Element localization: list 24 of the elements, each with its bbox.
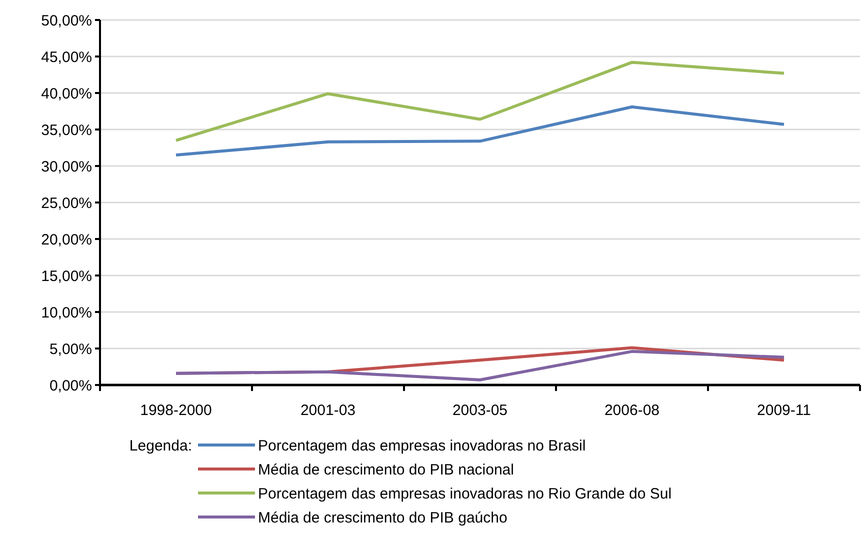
- x-tick-label: 1998-2000: [140, 402, 212, 419]
- x-tick-label: 2006-08: [604, 402, 660, 419]
- y-tick-label: 35,00%: [41, 122, 92, 139]
- line-series: [174, 350, 786, 382]
- y-tick-label: 50,00%: [41, 12, 92, 30]
- x-tick-label: 2003-05: [452, 402, 508, 419]
- legend-label: Média de crescimento do PIB nacional: [258, 461, 514, 478]
- legend-label: Porcentagem das empresas inovadoras no Rio Grande do Sul: [258, 485, 672, 502]
- legend-label: Média de crescimento do PIB gaúcho: [258, 509, 508, 526]
- y-tick-label: 10,00%: [41, 304, 92, 322]
- y-tick-label: 25,00%: [41, 194, 92, 212]
- y-tick-label: 0,00%: [49, 377, 92, 394]
- y-tick-label: 15,00%: [41, 268, 92, 285]
- y-tick-label: 45,00%: [41, 48, 92, 66]
- y-tick-label: 20,00%: [41, 231, 92, 248]
- y-tick-label: 40,00%: [41, 85, 92, 102]
- line-series: [174, 60, 786, 142]
- legend-label: Porcentagem das empresas inovadoras no Brasil: [258, 437, 586, 454]
- legend-title: Legenda:: [129, 437, 192, 454]
- x-tick-label: 2001-03: [300, 402, 356, 419]
- x-tick-label: 2009-11: [757, 402, 811, 419]
- y-tick-label: 5,00%: [49, 340, 92, 358]
- line-series: [174, 105, 786, 157]
- y-tick-label: 30,00%: [41, 158, 92, 176]
